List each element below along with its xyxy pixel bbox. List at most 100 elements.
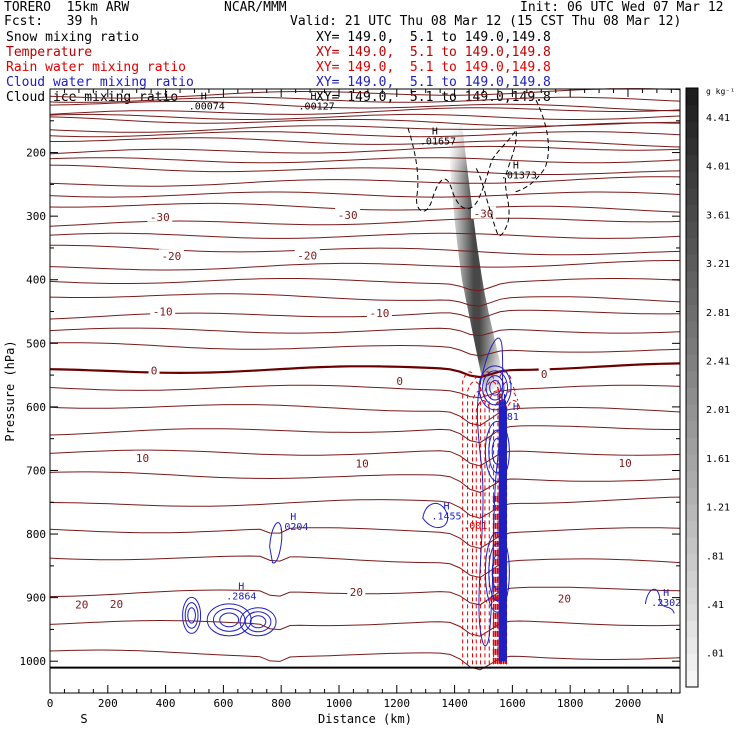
cloud-ice-contours [407, 99, 549, 237]
maximum-label: .1455 [431, 511, 461, 522]
colorbar-segment [686, 271, 698, 289]
isotherm-line [49, 96, 681, 103]
maximum-label: .2302 [651, 598, 681, 609]
cloud-water-contour [184, 602, 199, 629]
isotherm-label-bg [147, 209, 173, 222]
colorbar-segment [686, 470, 698, 488]
isotherm-line [49, 555, 681, 579]
y-tick-label: 700 [26, 464, 46, 477]
colorbar-segment [686, 320, 698, 339]
rain-contour [462, 371, 478, 665]
isotherm-line [49, 88, 681, 99]
isotherm-line [49, 202, 681, 213]
isotherm-label: 10 [618, 457, 631, 470]
x-tick-label: 1800 [557, 697, 584, 710]
colorbar-segment [686, 603, 698, 621]
isotherm-line [49, 425, 680, 444]
colorbar-segment [686, 370, 698, 388]
isotherm-line [49, 309, 681, 320]
colorbar-segment [686, 503, 698, 522]
rain-contour [500, 380, 516, 665]
field-xy-1: XY= 149.0, 5.1 to 149.0,149.8 [316, 45, 551, 60]
colorbar-label: 2.01 [706, 405, 730, 416]
colorbar-segment [686, 587, 698, 605]
colorbar-segment [686, 487, 698, 505]
isotherm-label: 20 [75, 599, 88, 612]
forecast-hour: Fcst: 39 h [4, 14, 98, 29]
snow-plume [448, 125, 505, 392]
x-tick-label: 1200 [384, 697, 411, 710]
isotherm-line [49, 649, 681, 671]
colorbar-segment [686, 237, 698, 255]
colorbar-segment [686, 104, 698, 122]
isotherm-label: 0 [151, 365, 158, 378]
isotherm-line [49, 471, 681, 493]
maximum-label: .0204 [278, 522, 308, 533]
isotherm-label: -20 [297, 250, 317, 263]
temperature-isotherms [49, 88, 681, 671]
colorbar-frame [685, 87, 699, 688]
valid-time: Valid: 21 UTC Thu 08 Mar 12 (15 CST Thu … [290, 14, 682, 29]
colorbar-segment [686, 88, 698, 106]
maximum-label: .00074 [189, 101, 225, 112]
cloud-water-contour [212, 607, 246, 632]
colorbar-label: 4.41 [706, 113, 730, 124]
isotherm-label: 0 [541, 368, 548, 381]
colorbar-label: 4.01 [706, 162, 730, 173]
maximum-marker: H [443, 501, 449, 512]
maximum-marker: H [238, 582, 244, 593]
cloud-water-contour [644, 588, 675, 614]
cloud-water-contour [182, 596, 202, 634]
colorbar-label: 2.41 [706, 356, 730, 367]
colorbar-segment [686, 287, 698, 305]
isotherm-label-bg [347, 584, 366, 597]
isotherm-label: -20 [161, 250, 181, 263]
cloud-water-contour [219, 612, 240, 628]
y-axis-label: Pressure (hPa) [3, 340, 17, 441]
cloud-water-contour [488, 543, 507, 602]
maximum-marker: H [513, 161, 519, 172]
cloud-water-contour [485, 375, 505, 401]
field-name-2: Rain water mixing ratio [6, 60, 187, 75]
isotherm-line [49, 191, 681, 198]
isotherm-line [49, 100, 681, 112]
isotherm-line [49, 107, 681, 115]
isotherm-line [49, 157, 681, 164]
maximum-marker: H [663, 588, 669, 599]
isotherm-label: -30 [338, 209, 358, 222]
isotherm-line [49, 232, 681, 239]
x-tick-label: 1600 [499, 697, 526, 710]
y-tick-label: 500 [26, 337, 46, 350]
isotherm-line [49, 260, 680, 271]
maximum-label: .01657 [420, 136, 456, 147]
isotherm-line [49, 176, 681, 187]
isotherm-line [49, 131, 681, 138]
colorbar-label: .81 [706, 551, 724, 562]
colorbar-segment [686, 653, 698, 671]
colorbar-label: .41 [706, 600, 724, 611]
colorbar-label: 3.61 [706, 210, 730, 221]
isotherm-label: 10 [355, 457, 368, 470]
org-name: NCAR/MMM [224, 0, 287, 15]
snow-colorbar: .01 .41 .81 1.21 1.61 2.01 2.41 2.81 3.21 3.61 4.0… [685, 87, 735, 688]
colorbar-segment [686, 154, 698, 172]
colorbar-segment [686, 620, 698, 638]
field-xy-2: XY= 149.0, 5.1 to 149.0,149.8 [316, 60, 551, 75]
colorbar-segment [686, 404, 698, 422]
maximum-label: .81 [501, 412, 519, 423]
maximum-marker: H [432, 126, 438, 137]
colorbar-segment [686, 337, 698, 355]
isotherm-line [50, 137, 681, 148]
rain-contour [475, 400, 491, 665]
colorbar-segment [686, 121, 698, 139]
colorbar-segment [686, 570, 698, 588]
isotherm-line [49, 122, 681, 133]
field-name-1: Temperature [6, 45, 93, 60]
maximum-marker: H [290, 512, 296, 523]
cloud-water-contour [249, 615, 267, 629]
x-tick-label: 400 [156, 697, 176, 710]
x-tick-label: 2000 [615, 697, 642, 710]
snow-mixing-shading [448, 125, 505, 392]
init-time: Init: 06 UTC Wed 07 Mar 12 [520, 0, 724, 15]
x-tick-label: 600 [213, 697, 233, 710]
